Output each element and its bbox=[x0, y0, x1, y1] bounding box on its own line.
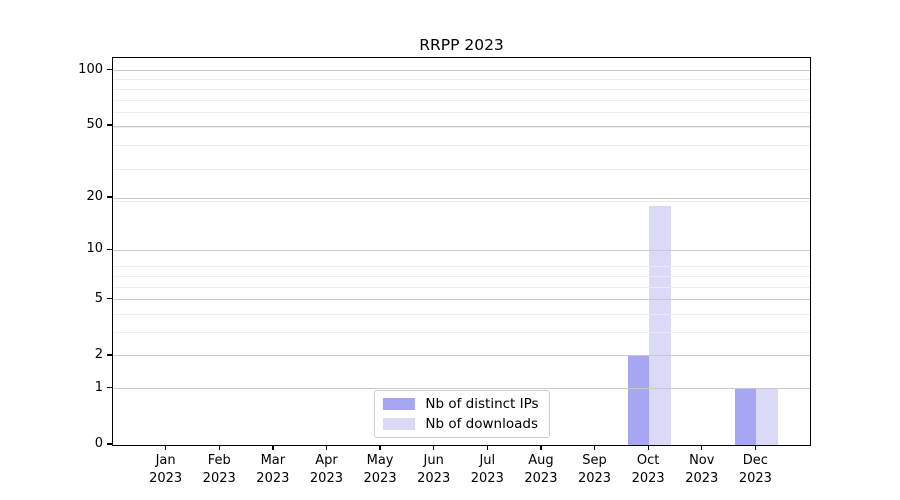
y-tick-label: 50 bbox=[86, 117, 103, 133]
x-tick-mark bbox=[325, 445, 328, 450]
minor-gridline bbox=[113, 99, 810, 101]
bar-oct-distinct-ips bbox=[627, 355, 650, 445]
chart-title: RRPP 2023 bbox=[419, 36, 504, 54]
minor-gridline bbox=[113, 79, 810, 81]
y-tick-mark bbox=[107, 248, 112, 251]
y-tick-label: 20 bbox=[86, 189, 103, 205]
legend-label: Nb of distinct IPs bbox=[425, 396, 539, 412]
y-tick-label: 10 bbox=[86, 241, 103, 257]
major-gridline bbox=[113, 355, 810, 357]
y-tick-label: 1 bbox=[94, 379, 103, 395]
y-tick-mark bbox=[107, 124, 112, 126]
x-tick-label-nov: Nov 2023 bbox=[685, 453, 719, 486]
y-tick-mark bbox=[107, 69, 112, 71]
legend-swatch-downloads bbox=[382, 418, 415, 430]
y-tick-mark bbox=[107, 443, 112, 445]
x-tick-mark bbox=[540, 445, 542, 450]
x-tick-mark bbox=[165, 445, 167, 450]
major-gridline bbox=[113, 249, 810, 251]
x-tick-mark bbox=[379, 445, 381, 450]
bar-dec-downloads bbox=[756, 388, 778, 445]
y-tick-label: 0 bbox=[94, 436, 103, 451]
legend: Nb of distinct IPs Nb of downloads bbox=[373, 390, 550, 438]
x-tick-mark bbox=[433, 445, 435, 450]
plot-area: Nb of distinct IPs Nb of downloads bbox=[112, 57, 811, 446]
legend-item-distinct-ips: Nb of distinct IPs bbox=[382, 396, 539, 412]
legend-item-downloads: Nb of downloads bbox=[382, 416, 538, 432]
minor-gridline bbox=[113, 355, 810, 357]
x-tick-label-mar: Mar 2023 bbox=[256, 453, 290, 486]
minor-gridline bbox=[113, 145, 810, 147]
x-tick-mark bbox=[272, 445, 274, 450]
minor-gridline bbox=[113, 89, 810, 91]
x-tick-label-dec: Dec 2023 bbox=[738, 453, 772, 486]
x-tick-label-aug: Aug 2023 bbox=[524, 453, 558, 486]
minor-gridline bbox=[113, 286, 810, 288]
bar-oct-downloads bbox=[649, 206, 671, 445]
y-tick-mark bbox=[107, 354, 112, 356]
minor-gridline bbox=[113, 168, 810, 170]
minor-gridline bbox=[113, 275, 810, 277]
y-tick-mark bbox=[107, 196, 112, 198]
x-tick-mark bbox=[486, 445, 488, 450]
minor-gridline bbox=[113, 112, 810, 114]
x-tick-label-jun: Jun 2023 bbox=[417, 453, 451, 486]
x-tick-label-oct: Oct 2023 bbox=[631, 453, 665, 486]
x-tick-label-apr: Apr 2023 bbox=[309, 453, 343, 486]
minor-gridline bbox=[113, 201, 810, 203]
legend-label: Nb of downloads bbox=[425, 416, 538, 432]
x-tick-mark bbox=[593, 445, 596, 450]
minor-gridline bbox=[113, 127, 810, 129]
y-tick-label: 5 bbox=[94, 290, 103, 306]
x-tick-mark bbox=[218, 445, 220, 450]
x-tick-label-may: May 2023 bbox=[363, 453, 397, 486]
minor-gridline bbox=[113, 332, 810, 334]
x-tick-mark bbox=[701, 445, 703, 450]
minor-gridline bbox=[113, 299, 810, 301]
x-tick-label-sep: Sep 2023 bbox=[577, 453, 612, 486]
minor-gridline bbox=[113, 313, 810, 315]
y-tick-mark bbox=[107, 387, 112, 389]
y-tick-mark bbox=[107, 298, 112, 300]
x-tick-label-jan: Jan 2023 bbox=[149, 453, 183, 486]
major-gridline bbox=[113, 70, 810, 72]
legend-swatch-distinct-ips bbox=[382, 398, 415, 410]
x-tick-mark bbox=[754, 445, 757, 450]
minor-gridline bbox=[113, 266, 810, 268]
major-gridline bbox=[113, 299, 810, 301]
major-gridline bbox=[113, 197, 810, 199]
y-tick-label: 2 bbox=[94, 346, 103, 362]
bar-dec-distinct-ips bbox=[734, 388, 757, 445]
x-tick-label-jul: Jul 2023 bbox=[470, 453, 504, 486]
major-gridline bbox=[113, 125, 810, 127]
y-tick-label: 100 bbox=[78, 61, 103, 77]
x-tick-mark bbox=[647, 445, 649, 450]
x-tick-label-feb: Feb 2023 bbox=[202, 453, 236, 486]
